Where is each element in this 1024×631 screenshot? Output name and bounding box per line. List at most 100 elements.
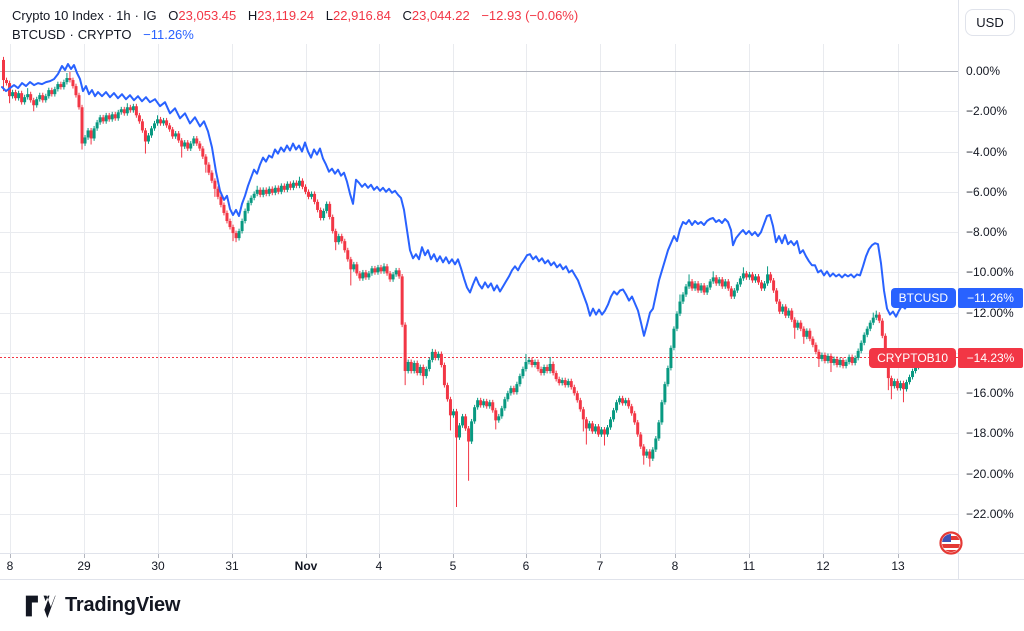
candle-body [189,143,193,149]
candle-body [119,109,123,113]
candle-body [503,399,507,409]
candle-body [536,361,540,370]
candle-body [485,401,489,407]
candle-body [678,301,682,314]
close-value: 23,044.22 [411,8,470,23]
candle-body [2,59,5,81]
candle-body [651,449,655,459]
candle-body [458,425,462,438]
legend-row-crypto10[interactable]: Crypto 10 Index · 1h · IG O23,053.45 H23,119… [12,8,579,23]
candle-body [44,96,48,101]
candle-body [491,402,495,411]
candle-body [50,90,54,95]
time-axis-label: 12 [816,559,830,573]
candle-body [741,273,745,279]
candle-body [427,359,431,370]
candle-body [654,438,658,450]
time-axis-label: 6 [522,559,530,573]
candle-body [337,236,341,243]
candle-body [361,272,365,279]
candle-body [153,123,156,129]
series-name-badge-btcusd[interactable]: BTCUSD [890,287,956,308]
candle-body [663,384,667,403]
candle-body [174,133,178,137]
compare-change-value: −11.26% [143,27,194,42]
currency-toggle-button[interactable]: USD [965,9,1015,36]
candle-body [482,401,486,406]
time-axis-label: 5 [449,559,457,573]
series-name-badge-cryptob10[interactable]: CRYPTOB10 [869,347,956,368]
candle-body [35,99,39,106]
candle-body [406,361,410,372]
chart-legend[interactable]: Crypto 10 Index · 1h · IG O23,053.45 H23,119… [12,6,578,44]
candle-body [690,281,694,289]
candle-body [566,381,570,386]
candle-body [738,278,742,285]
candle-body [183,142,187,147]
candle-body [26,94,30,98]
candle-body [615,402,619,411]
candle-body [470,421,474,442]
candle-body [599,429,603,435]
candle-body [675,313,679,329]
candle-body [835,358,839,365]
candle-body [421,366,425,377]
candle-body [346,250,350,260]
candle-body [334,231,338,243]
candle-body [781,306,785,312]
series-value-badge-cryptob10[interactable]: −14.23% [958,347,1023,368]
candle-body [307,191,311,197]
candle-body [799,322,803,329]
candle-body [198,143,202,149]
candle-body [769,274,773,281]
candle-body [772,280,776,291]
candle-body [587,423,591,429]
candle-body [204,156,208,165]
candle-body [901,383,905,390]
candle-body [249,197,253,203]
candle-body [714,277,718,284]
candle-body [62,82,66,88]
time-axis-label: 30 [151,559,165,573]
candle-body [515,384,519,393]
candle-body [331,216,335,232]
candle-body [542,366,546,374]
candle-body [297,180,301,186]
candle-body [291,182,295,188]
candle-body [310,193,314,197]
candle-body [560,380,564,384]
candle-body [56,84,60,90]
candle-body [146,135,150,142]
series-value-badge-btcusd[interactable]: −11.26% [958,287,1023,308]
candle-body [125,107,129,114]
price-axis-label: −16.00% [966,386,1014,401]
symbol-title: Crypto 10 Index [12,8,104,23]
candle-body [246,202,250,211]
data-source-flag-icon[interactable] [939,531,963,555]
candle-body [687,281,691,287]
price-axis-label: −22.00% [966,506,1014,521]
candle-body [524,361,528,370]
candle-body [201,148,205,157]
time-axis-label: Nov [294,559,318,573]
candle-body [775,290,779,302]
candle-body [805,330,809,337]
candle-body [222,204,226,213]
candle-body [77,95,81,108]
candle-body [400,276,404,325]
candle-body [464,416,468,429]
candle-body [554,373,558,380]
candle-body [14,92,18,99]
candle-body [766,274,770,284]
candle-body [551,363,555,374]
candle-body [397,270,401,277]
btcusd-line-series [1,63,914,337]
candle-body [59,84,63,88]
candle-body [826,355,830,361]
legend-row-btcusd[interactable]: BTCUSD · CRYPTO −11.26% [12,27,194,42]
candle-body [261,189,265,195]
tradingview-logo-link[interactable]: TradingView [25,593,180,619]
candle-body [116,112,120,119]
